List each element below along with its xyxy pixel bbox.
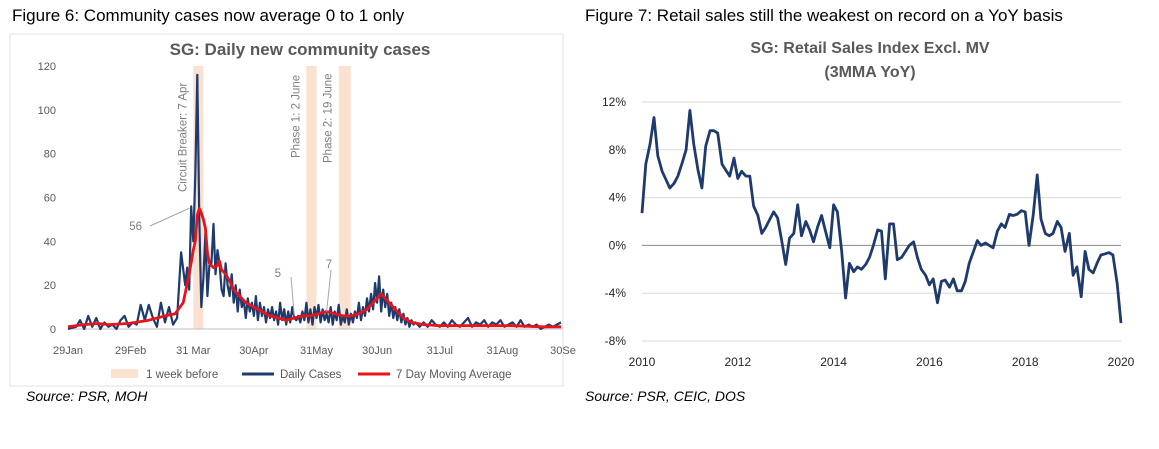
chart-border <box>9 33 564 387</box>
x-tick-label: 30Se <box>550 345 576 357</box>
callout-line <box>290 276 295 317</box>
x-tick-label: 31Aug <box>486 345 518 357</box>
x-tick-label: 29Feb <box>115 345 146 357</box>
band-label: Phase 1: 2 June <box>290 75 302 158</box>
highlight-band <box>306 66 317 329</box>
x-tick-label: 29Jan <box>53 345 83 357</box>
y-tick-label: 100 <box>38 105 56 117</box>
retail-sales-line <box>640 109 1123 324</box>
x-tick-label: 31Jul <box>427 345 453 357</box>
y-tick-label: 4% <box>609 191 627 205</box>
y-tick-label: 12% <box>602 95 626 109</box>
chart-title-line: SG: Retail Sales Index Excl. MV <box>750 40 990 57</box>
y-tick-label: 80 <box>44 149 56 161</box>
x-tick-label: 31 Mar <box>176 345 211 357</box>
moving-average-line <box>67 207 561 329</box>
figure-7-caption: Figure 7: Retail sales still the weakest… <box>585 6 1063 25</box>
y-tick-label: 40 <box>44 236 56 248</box>
legend-label: Daily Cases <box>280 369 342 381</box>
y-tick-label: 0 <box>50 324 56 336</box>
callout-label: 5 <box>275 268 281 280</box>
retail-sales-chart: SG: Retail Sales Index Excl. MV (3MMA YoY… <box>602 40 1135 369</box>
y-tick-label: 60 <box>44 193 56 205</box>
y-tick-label: 0% <box>609 238 627 252</box>
chart-title: SG: Daily new community cases <box>170 40 431 59</box>
x-tick-label: 31May <box>300 345 334 357</box>
highlight-band <box>338 66 351 329</box>
callout-line <box>149 207 190 227</box>
band-label: Circuit Breaker: 7 Apr <box>177 83 189 192</box>
legend-label: 1 week before <box>146 369 218 381</box>
chart-title-line: (3MMA YoY) <box>824 64 915 81</box>
y-tick-label: 120 <box>38 61 56 73</box>
x-tick-label: 2018 <box>1012 355 1039 369</box>
x-tick-label: 30Apr <box>239 345 269 357</box>
x-tick-label: 30Jun <box>362 345 392 357</box>
y-tick-label: -4% <box>605 286 627 300</box>
y-tick-label: -8% <box>605 334 627 348</box>
figure-6-caption: Figure 6: Community cases now average 0 … <box>12 6 405 25</box>
x-tick-label: 2016 <box>916 355 943 369</box>
x-tick-label: 2010 <box>629 355 656 369</box>
callout-label: 56 <box>129 221 142 233</box>
callout-line <box>326 269 332 312</box>
band-label: Phase 2: 19 June <box>323 73 335 163</box>
callout-label: 7 <box>326 259 332 271</box>
community-cases-chart: SG: Daily new community cases 0 20 40 60 80 10… <box>9 33 576 387</box>
figure-7-source: Source: PSR, CEIC, DOS <box>585 388 746 404</box>
y-tick-label: 8% <box>609 143 627 157</box>
x-tick-label: 2020 <box>1108 355 1135 369</box>
x-tick-label: 2012 <box>724 355 751 369</box>
legend-label: 7 Day Moving Average <box>396 369 512 381</box>
legend-swatch-band <box>111 369 138 378</box>
figure-6-source: Source: PSR, MOH <box>26 388 148 404</box>
x-tick-label: 2014 <box>820 355 847 369</box>
y-tick-label: 20 <box>44 280 56 292</box>
